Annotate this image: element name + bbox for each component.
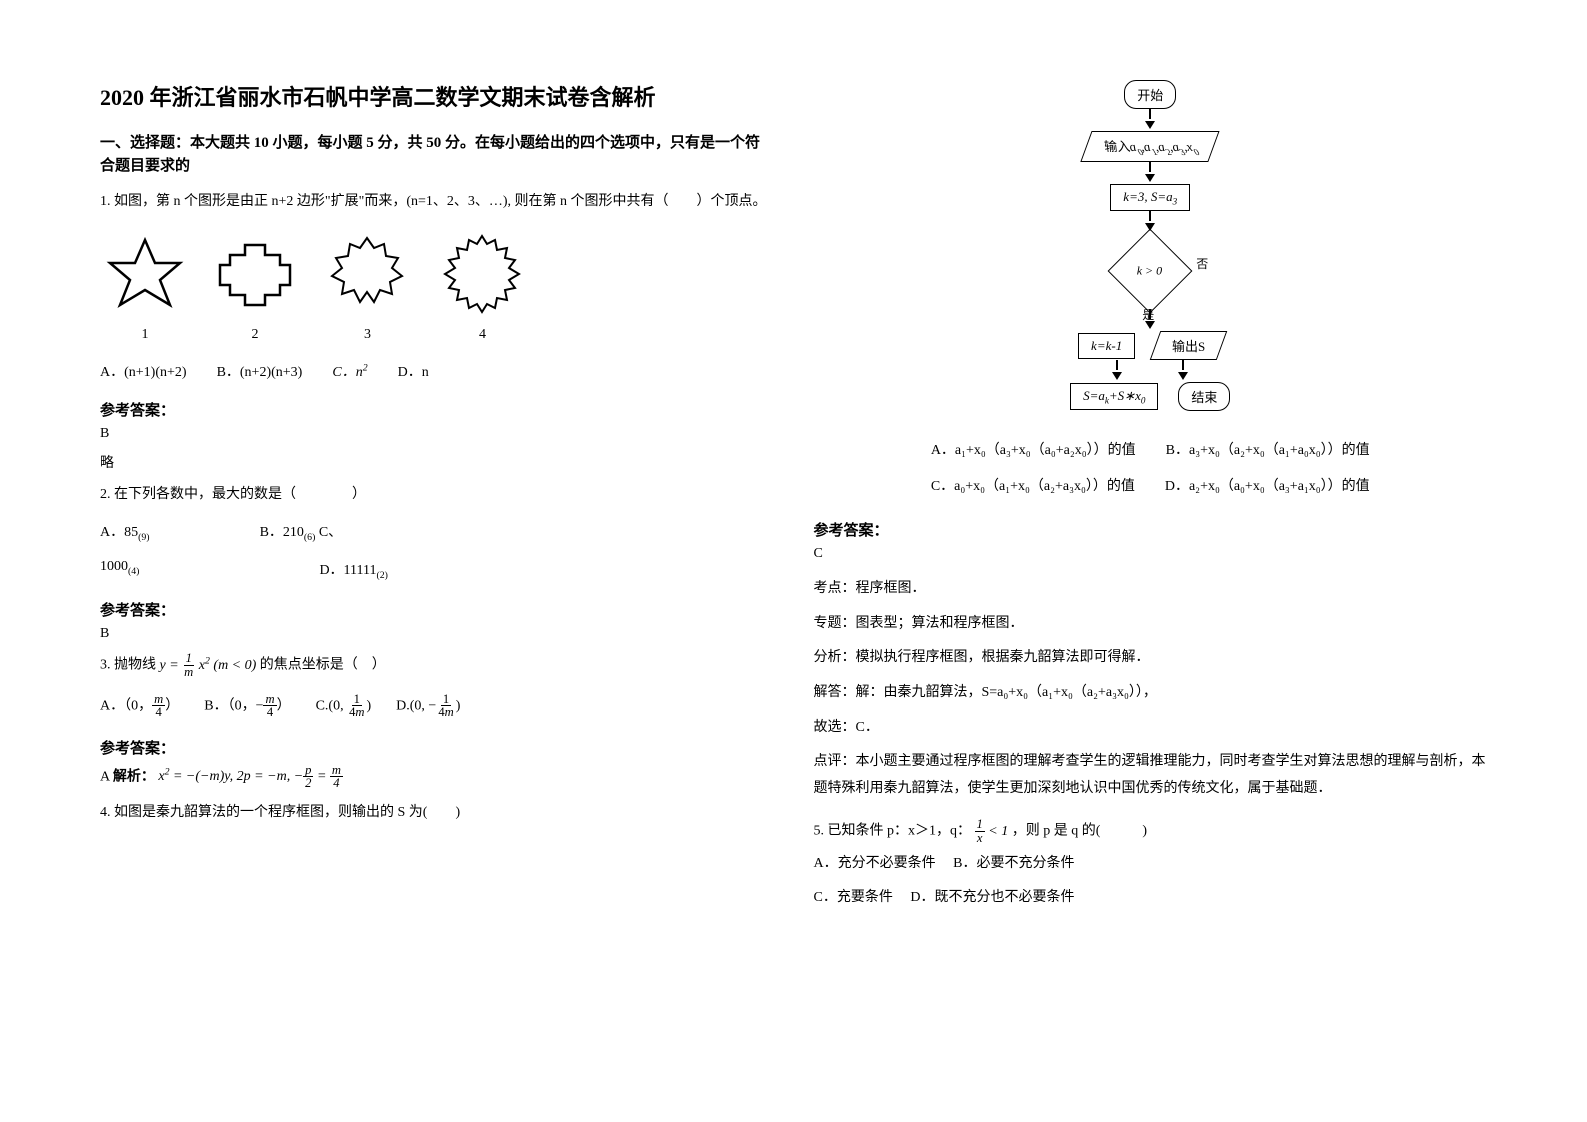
q5-opt-c: C．充要条件 <box>814 890 893 905</box>
q4-p1: 考点：程序框图． <box>814 576 1488 603</box>
q1-note: 略 <box>100 452 774 472</box>
flow-calc: S=ak+S∗x0 <box>1070 383 1158 411</box>
q3-text: 3. 抛物线 y = 1m x2 (m < 0) 的焦点坐标是（ ） <box>100 652 774 679</box>
q4-p2: 专题：图表型；算法和程序框图． <box>814 611 1488 638</box>
flow-branch-row-2: S=ak+S∗x0 结束 <box>1070 382 1230 411</box>
q3-options: A．（0，m4） B．（0，−m4） C.(0, 14m) D.(0, −14m… <box>100 693 774 719</box>
q3-opt-c: C.(0, 14m) <box>316 693 372 719</box>
q5-opt-a: A．充分不必要条件 <box>814 856 936 871</box>
hexagon-shape-icon <box>435 230 530 320</box>
q2-opt-c: 1000(4) <box>100 559 139 581</box>
q4-p4: 解答：解：由秦九韶算法，S=a₀+x₀（a₁+x₀（a₂+a₃x₀））， <box>814 680 1488 707</box>
q5-options-1: A．充分不必要条件 B．必要不充分条件 <box>814 851 1488 878</box>
q4-p5: 故选：C． <box>814 715 1488 742</box>
q1-opt-b: B．(n+2)(n+3) <box>217 361 303 381</box>
q4-p3: 分析：模拟执行程序框图，根据秦九韶算法即可得解． <box>814 645 1488 672</box>
flow-yes-label: 是 <box>1142 306 1154 323</box>
flow-output: 输出S <box>1150 331 1228 360</box>
q3-answer: A 解析： x2 = −(−m)y, 2p = −m, −p2 = m4 <box>100 764 774 790</box>
left-column: 2020 年浙江省丽水市石帆中学高二数学文期末试卷含解析 一、选择题：本大题共 … <box>100 80 774 1082</box>
q4-answer: C <box>814 546 1488 562</box>
pentagon-shape-icon <box>320 230 415 320</box>
q1-opt-c: C．n2 <box>332 361 367 381</box>
q4-opt-d: D．a₂+x₀（a₀+x₀（a₃+a₁x₀））的值 <box>1165 475 1370 495</box>
flow-step: k=k-1 <box>1078 333 1135 359</box>
right-column: 开始 输入a0,a1,a2,a3,x0 k=3, S=a3 k > 0 否 是 … <box>814 80 1488 1082</box>
q1-text: 1. 如图，第 n 个图形是由正 n+2 边形"扩展"而来，(n=1、2、3、…… <box>100 189 774 214</box>
q3-opt-d: D.(0, −14m) <box>396 693 460 719</box>
q4-opt-a: A．a₁+x₀（a₃+x₀（a₀+a₂x₀））的值 <box>931 439 1136 459</box>
q1-opt-d: D．n <box>398 361 429 381</box>
q2-text: 2. 在下列各数中，最大的数是（ ） <box>100 482 774 507</box>
q2-opt-d: D．11111(2) <box>319 559 387 581</box>
flow-init: k=3, S=a3 <box>1110 184 1190 212</box>
shape-3: 3 <box>320 230 415 343</box>
shape-4: 4 <box>435 230 530 343</box>
q5-options-2: C．充要条件 D．既不充分也不必要条件 <box>814 885 1488 912</box>
q5-text: 5. 已知条件 p：x＞1，q： 1x < 1 ，则 p 是 q 的( ) <box>814 818 1488 844</box>
section-1-header: 一、选择题：本大题共 10 小题，每小题 5 分，共 50 分。在每小题给出的四… <box>100 132 774 177</box>
q4-flowchart: 开始 输入a0,a1,a2,a3,x0 k=3, S=a3 k > 0 否 是 … <box>1070 80 1230 411</box>
q1-answer: B <box>100 426 774 442</box>
q4-options-1: A．a₁+x₀（a₃+x₀（a₀+a₂x₀））的值 B．a₃+x₀（a₂+x₀（… <box>814 439 1488 459</box>
flow-input: 输入a0,a1,a2,a3,x0 <box>1081 131 1220 162</box>
q3-explain-formula: x2 = −(−m)y, 2p = −m, −p2 = m4 <box>158 769 343 784</box>
q5-frac: 1x < 1 <box>975 824 1009 839</box>
q4-options-2: C．a₀+x₀（a₁+x₀（a₂+a₃x₀））的值 D．a₂+x₀（a₀+x₀（… <box>814 475 1488 495</box>
q1-answer-label: 参考答案： <box>100 399 774 420</box>
q4-opt-b: B．a₃+x₀（a₂+x₀（a₁+a₀x₀））的值 <box>1166 439 1370 459</box>
flow-condition: k > 0 <box>1108 229 1193 314</box>
q1-shapes: 1 2 3 4 <box>100 230 774 343</box>
q4-opt-c: C．a₀+x₀（a₁+x₀（a₂+a₃x₀））的值 <box>931 475 1135 495</box>
q2-options-2: 1000(4) D．11111(2) <box>100 559 774 581</box>
shape-2: 2 <box>210 235 300 343</box>
q2-answer: B <box>100 626 774 642</box>
q2-opt-a: A．85(9) <box>100 521 150 543</box>
q5-opt-b: B．必要不充分条件 <box>953 856 1074 871</box>
q2-options-1: A．85(9) B．210(6) C、 <box>100 521 774 543</box>
shape-1: 1 <box>100 235 190 343</box>
q4-text: 4. 如图是秦九韶算法的一个程序框图，则输出的 S 为( ) <box>100 800 774 825</box>
flow-no-label: 否 <box>1196 255 1208 272</box>
q5-opt-d: D．既不充分也不必要条件 <box>910 890 1074 905</box>
q3-answer-label: 参考答案： <box>100 737 774 758</box>
q3-opt-a: A．（0，m4） <box>100 693 179 719</box>
q3-opt-b: B．（0，−m4） <box>204 693 290 719</box>
q1-options: A．(n+1)(n+2) B．(n+2)(n+3) C．n2 D．n <box>100 361 774 381</box>
flow-branch-row-1: k=k-1 输出S <box>1078 331 1222 360</box>
q1-opt-a: A．(n+1)(n+2) <box>100 361 187 381</box>
flow-end: 结束 <box>1178 382 1230 411</box>
flow-start: 开始 <box>1124 80 1176 109</box>
q3-formula: y = 1m x2 (m < 0) <box>160 658 257 673</box>
q2-opt-b: B．210(6) C、 <box>260 521 343 543</box>
q4-p6: 点评：本小题主要通过程序框图的理解考查学生的逻辑推理能力，同时考查学生对算法思想… <box>814 749 1488 802</box>
square-shape-icon <box>210 235 300 320</box>
q4-answer-label: 参考答案： <box>814 519 1488 540</box>
star-shape-icon <box>100 235 190 320</box>
exam-title: 2020 年浙江省丽水市石帆中学高二数学文期末试卷含解析 <box>100 80 774 112</box>
q2-answer-label: 参考答案： <box>100 599 774 620</box>
